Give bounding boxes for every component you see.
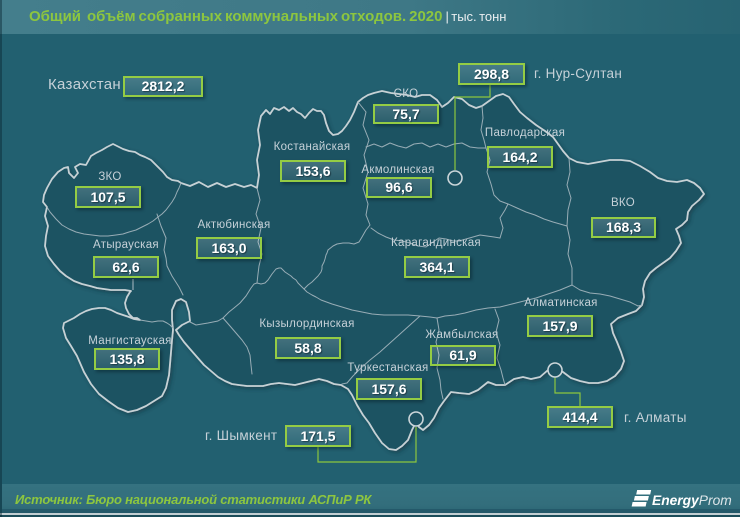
svg-text:EnergyProm: EnergyProm: [652, 493, 732, 508]
